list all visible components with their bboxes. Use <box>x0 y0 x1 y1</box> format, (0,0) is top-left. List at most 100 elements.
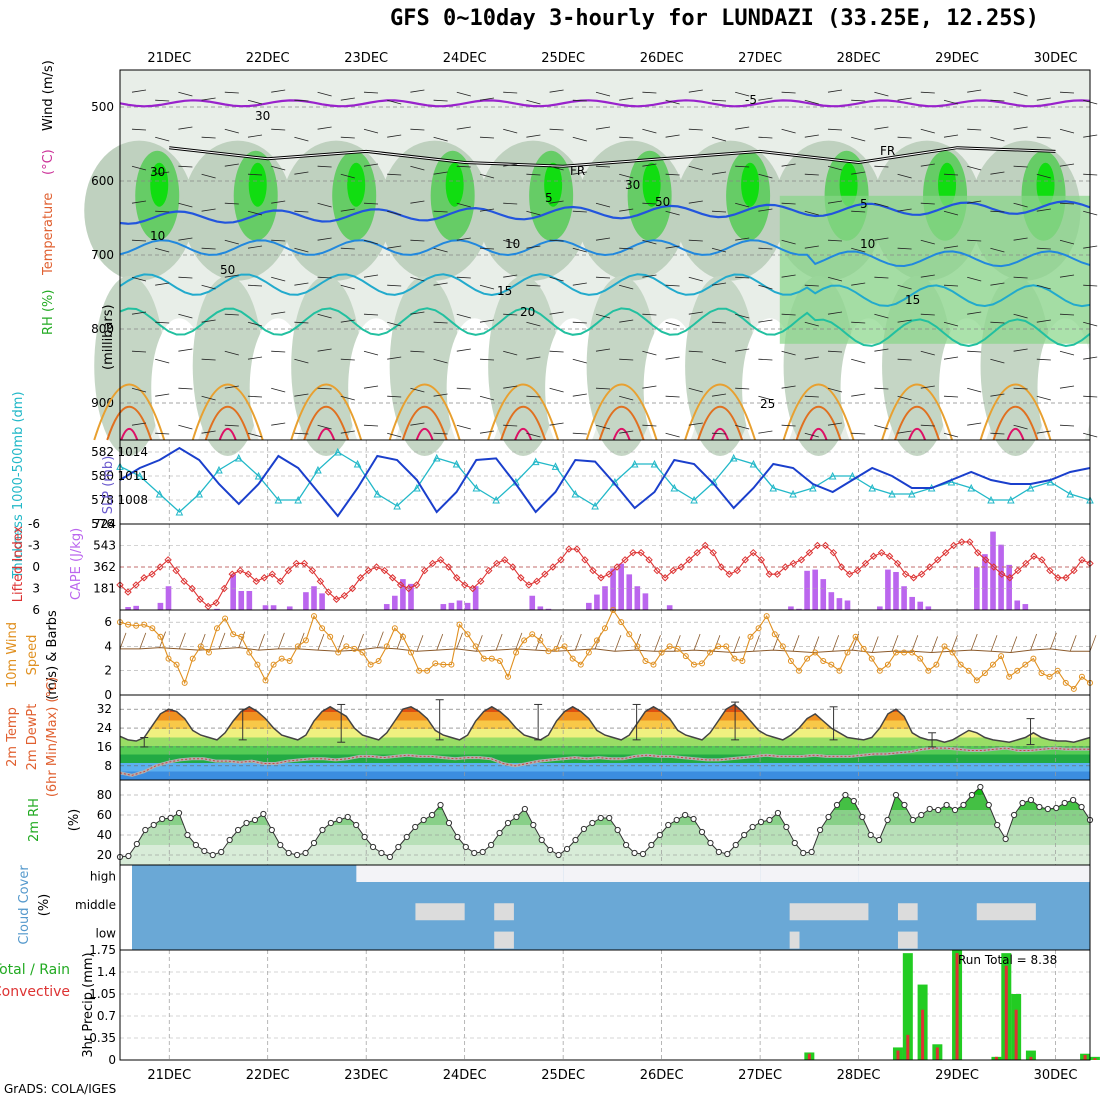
wind-barb <box>155 393 170 397</box>
wind-barb <box>155 99 170 102</box>
wind-barb <box>410 89 425 93</box>
contour-label: 15 <box>497 284 512 298</box>
rh-marker <box>175 809 183 817</box>
thickness-marker <box>888 489 896 498</box>
thickness-marker <box>373 489 382 498</box>
precip-convective-bar <box>935 1047 939 1060</box>
li-marker <box>1030 552 1038 560</box>
wind-barb <box>131 276 147 282</box>
rh-marker <box>774 809 782 817</box>
thickness-marker <box>452 459 461 468</box>
wind-speed-marker <box>909 649 916 656</box>
wind-speed-marker <box>917 655 924 662</box>
wind-barb <box>688 311 703 315</box>
wind-barb <box>526 210 541 216</box>
precip-total-bar <box>1025 1050 1036 1060</box>
wind-barb <box>271 89 286 93</box>
wind-barb <box>363 239 379 245</box>
isotherm-25-arc <box>388 383 461 441</box>
rh-marker <box>251 816 259 824</box>
wind-barb <box>201 358 216 361</box>
wind-speed-marker <box>674 645 681 652</box>
wind-barb <box>851 393 866 397</box>
cloud-block <box>789 903 869 921</box>
wind-barb <box>317 276 332 279</box>
wind-speed-marker <box>925 667 932 674</box>
li-marker <box>653 566 661 575</box>
wind-barb <box>1013 348 1028 352</box>
wind-barb <box>155 210 170 213</box>
cape-bar <box>909 596 915 610</box>
li-marker <box>228 570 236 578</box>
precip-tick-label: 1.4 <box>97 965 116 979</box>
wind-barb-10m <box>456 632 463 649</box>
wind-barb <box>224 313 239 316</box>
li-marker <box>332 595 341 603</box>
wind-barb <box>294 282 309 286</box>
wind-speed-line <box>119 608 1091 690</box>
wind-barb <box>1013 313 1028 319</box>
temp-ylabel-1: 2m Temp <box>5 707 20 767</box>
temp-2m-line <box>119 703 1091 743</box>
isotherm-35-arc <box>514 427 533 441</box>
cape-bar <box>828 592 835 610</box>
rh-marker <box>606 814 613 822</box>
wind-speed-marker <box>246 649 253 656</box>
wind-barb <box>688 239 703 242</box>
rh-marker <box>327 819 334 827</box>
contour-label: 20 <box>520 305 535 319</box>
wind-speed-marker <box>763 613 770 620</box>
li-marker <box>292 559 301 568</box>
wind-barb <box>943 356 959 360</box>
temp-tick-label: 32 <box>97 702 112 716</box>
wind-barb <box>642 385 657 389</box>
li-marker <box>404 584 413 593</box>
wind-speed-marker <box>553 645 560 652</box>
isotherm-25-arc <box>290 383 363 441</box>
rh-marker <box>133 840 140 848</box>
wind-barb <box>595 165 611 168</box>
wind-barb <box>851 136 866 142</box>
precip-convective-bar <box>955 953 959 1060</box>
li-marker <box>477 577 485 586</box>
thickness-marker <box>135 471 144 480</box>
cloud-row-label: low <box>96 926 117 940</box>
wind-barb <box>665 245 680 249</box>
cape-bar <box>214 608 220 610</box>
wind-barb <box>503 91 518 94</box>
wind-barb <box>363 91 379 94</box>
li-marker <box>485 566 493 575</box>
isotherm-line <box>119 273 1091 308</box>
wind-barb <box>1059 385 1075 389</box>
wind-barb <box>688 128 703 131</box>
wind-barb <box>758 136 773 139</box>
cape-bar <box>157 602 164 610</box>
rh-marker <box>892 791 900 799</box>
wind-barb <box>642 239 657 245</box>
wind-barb <box>1059 202 1075 205</box>
thickness-tick-label: 576 <box>91 517 114 531</box>
rh-marker <box>707 839 714 847</box>
li-marker <box>709 548 717 557</box>
wind-speed-marker <box>893 649 899 656</box>
rh-marker <box>724 850 731 858</box>
chart-title: GFS 0~10day 3-hourly for LUNDAZI (33.25E… <box>390 6 1040 31</box>
wind-speed-marker <box>432 660 439 667</box>
wind-barb <box>967 89 982 93</box>
rh-blob-90 <box>248 162 267 207</box>
wind-barb <box>247 134 263 138</box>
rh-marker <box>437 801 444 809</box>
wind-barb-10m <box>495 633 503 651</box>
wind-barb <box>851 247 866 253</box>
wind-barb-10m <box>436 633 444 651</box>
rh-marker <box>850 797 857 805</box>
precip-convective-bar <box>896 1050 900 1060</box>
wind-barb <box>410 165 425 171</box>
li-marker <box>677 563 685 571</box>
wind-speed-marker <box>270 661 277 668</box>
wind-barb <box>1013 237 1028 241</box>
precip-convective-bar <box>994 1056 998 1060</box>
cloud-block <box>760 865 859 882</box>
rh-blob-90 <box>1036 162 1055 207</box>
wind-barb <box>340 358 355 361</box>
